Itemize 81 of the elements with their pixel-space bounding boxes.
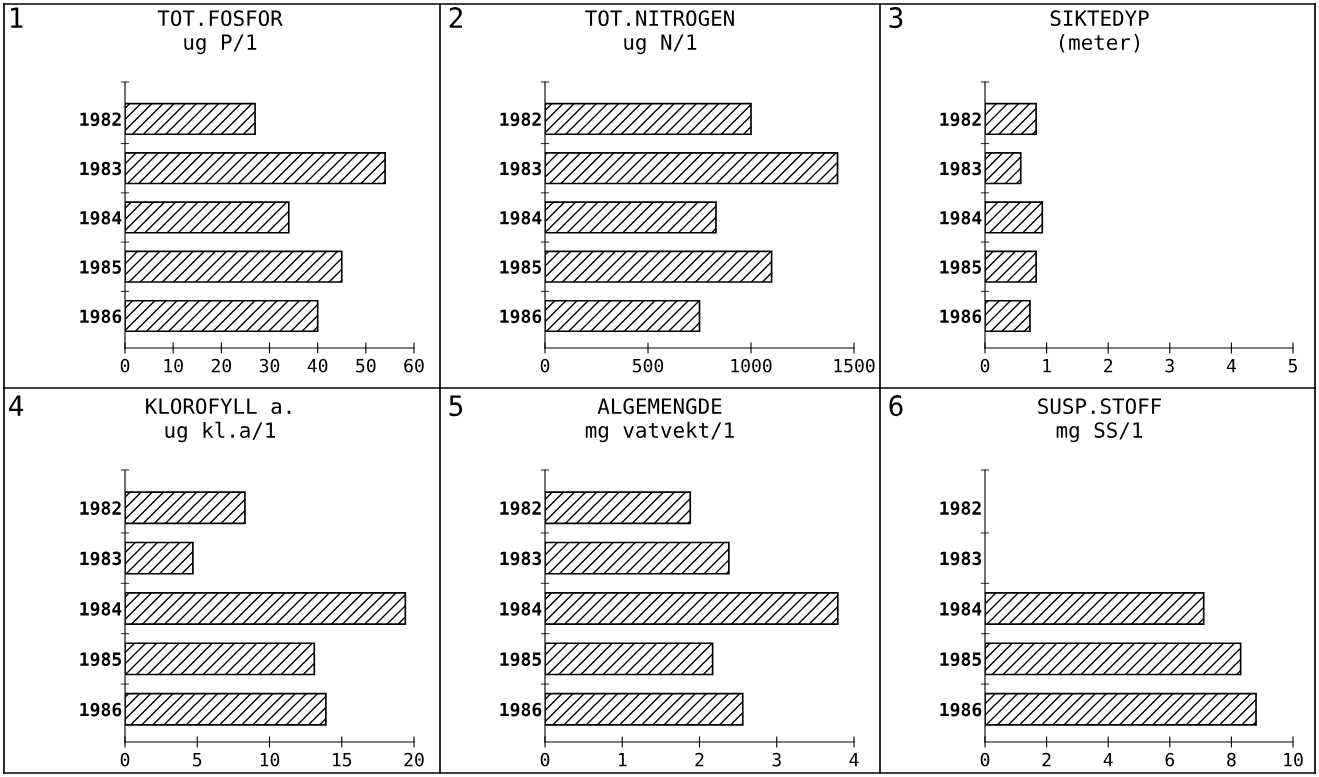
text: 3 [889, 7, 903, 29]
y-tick-label: 1985 [940, 652, 981, 667]
x-tick-label: 50 [356, 358, 376, 373]
chart-subtitle: ug N/1 [624, 34, 697, 55]
text: 6 [889, 395, 903, 417]
x-tick-label: 5 [1288, 359, 1297, 373]
x-tick-label: 1500 [834, 358, 875, 373]
x-tick-label: 1000 [731, 358, 772, 373]
y-tick-label: 1982 [500, 112, 541, 127]
y-tick-label: 1982 [80, 112, 121, 127]
x-tick-label: 20 [211, 358, 232, 373]
y-tick-label: 1985 [500, 652, 541, 667]
y-tick-label: 1982 [500, 501, 541, 515]
y-tick-label: 1986 [500, 309, 542, 324]
x-tick-label: 5 [193, 753, 202, 767]
y-tick-label: 1986 [500, 702, 542, 717]
x-tick-label: 0 [120, 752, 130, 767]
x-tick-label: 0 [980, 752, 990, 767]
x-tick-label: 15 [333, 753, 352, 767]
x-tick-label: 4 [1103, 753, 1113, 767]
y-tick-label: 1983 [500, 161, 542, 176]
chart-title: SIKTEDYP [1050, 10, 1149, 27]
y-tick-label: 1984 [500, 210, 542, 225]
chart-title: ALGEMENGDE [597, 398, 722, 415]
y-tick-label: 1985 [940, 260, 981, 274]
chart-subtitle: mg SS/1 [1056, 422, 1142, 443]
x-tick-label: 4 [1226, 359, 1236, 373]
y-tick-label: 1985 [80, 260, 121, 274]
x-tick-label: 0 [980, 358, 990, 373]
x-tick-label: 10 [260, 752, 280, 767]
y-tick-label: 1984 [80, 601, 122, 616]
x-tick-label: 60 [404, 358, 424, 373]
y-tick-label: 1985 [80, 652, 121, 667]
x-tick-label: 0 [120, 358, 130, 373]
y-tick-label: 1983 [940, 161, 982, 176]
text: 4 [9, 395, 24, 416]
x-tick-label: 10 [164, 358, 183, 373]
y-tick-label: 1984 [80, 210, 122, 225]
y-tick-label: 1983 [500, 551, 542, 566]
y-tick-label: 1986 [80, 702, 122, 717]
y-tick-label: 1983 [940, 551, 982, 566]
y-tick-label: 1982 [940, 112, 981, 127]
y-tick-label: 1984 [500, 601, 542, 616]
y-tick-label: 1984 [940, 210, 982, 225]
y-tick-label: 1986 [80, 309, 122, 324]
text: 2 [449, 7, 462, 28]
chart-title: TOT.FOSFOR [157, 10, 283, 27]
x-tick-label: 2 [695, 752, 704, 767]
text: 1 [10, 7, 23, 28]
y-tick-label: 1986 [940, 702, 982, 717]
x-tick-label: 30 [259, 358, 280, 373]
chart-title: TOT.NITROGEN [585, 10, 734, 27]
chart-subtitle: ug P/1 [184, 34, 257, 55]
x-tick-label: 40 [307, 358, 328, 373]
text: 5 [449, 395, 463, 417]
chart-subtitle: ug kl.a/1 [165, 421, 276, 443]
y-tick-label: 1983 [80, 161, 122, 176]
x-tick-label: 8 [1227, 752, 1236, 767]
chart-title: KLOROFYLL a. [146, 398, 291, 415]
x-tick-label: 3 [1165, 358, 1174, 373]
y-tick-label: 1983 [80, 551, 122, 566]
x-tick-label: 0 [540, 752, 550, 767]
x-tick-label: 20 [404, 752, 424, 767]
x-tick-label: 500 [632, 358, 664, 373]
x-tick-label: 10 [1284, 752, 1303, 767]
x-tick-label: 2 [1042, 752, 1051, 767]
x-tick-label: 4 [849, 753, 859, 767]
x-tick-label: 2 [1104, 358, 1113, 373]
chart-subtitle: mg vatvekt/1 [585, 421, 734, 443]
y-tick-label: 1985 [500, 260, 541, 274]
x-tick-label: 0 [540, 358, 550, 373]
x-tick-label: 1 [618, 753, 627, 767]
x-tick-label: 6 [1165, 752, 1175, 767]
chart-title: SUSP.STOFF [1038, 398, 1161, 415]
x-tick-label: 3 [772, 752, 781, 767]
x-tick-label: 1 [1043, 359, 1051, 373]
y-tick-label: 1982 [940, 501, 981, 515]
y-tick-label: 1984 [940, 601, 982, 616]
y-tick-label: 1982 [80, 501, 121, 515]
chart-subtitle: (meter) [1059, 34, 1140, 53]
y-tick-label: 1986 [940, 309, 982, 324]
